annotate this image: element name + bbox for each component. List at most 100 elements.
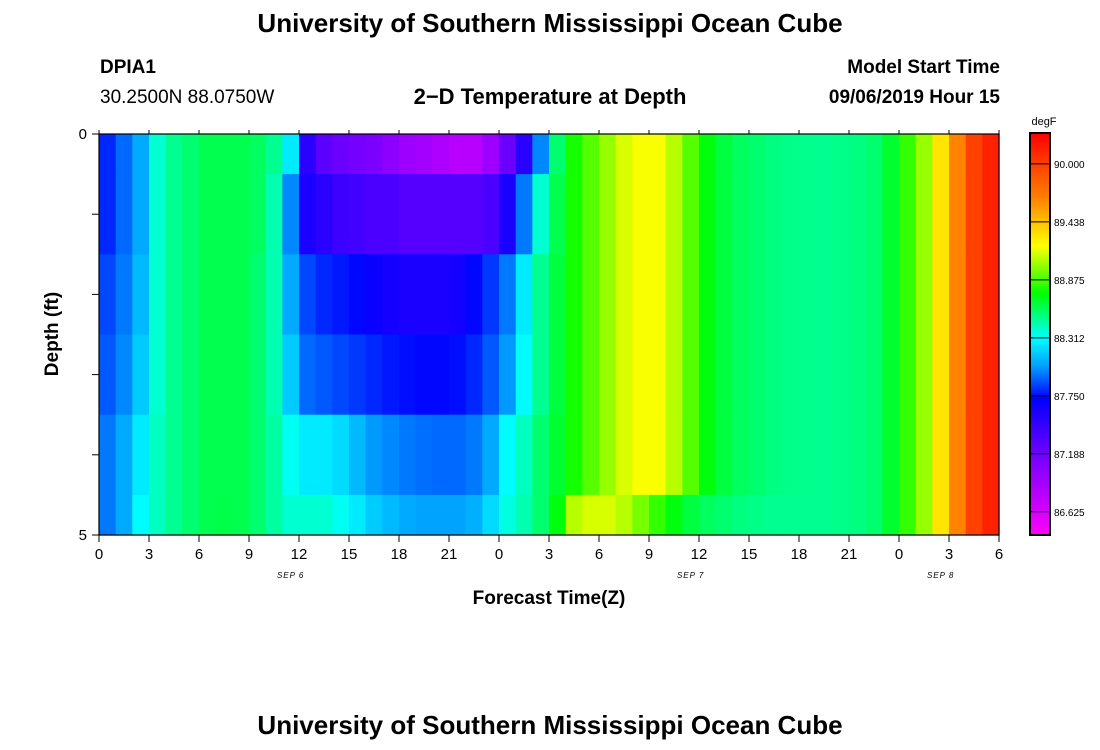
heatmap-cell (399, 134, 417, 175)
heatmap-cell (482, 174, 500, 255)
colorbar-tick-label: 88.312 (1054, 334, 1085, 345)
heatmap-cell (132, 174, 150, 255)
heatmap-cell (549, 134, 567, 175)
heatmap-cell (549, 254, 567, 336)
colorbar-tick-label: 89.438 (1054, 218, 1085, 229)
heatmap-cell (749, 414, 767, 496)
heatmap-cell (365, 414, 383, 496)
heatmap-cell (632, 254, 650, 336)
heatmap-cell (815, 494, 833, 536)
heatmap-cell (682, 174, 700, 255)
heatmap-cell (382, 334, 400, 416)
heatmap-cell (132, 494, 150, 536)
heatmap-cell (215, 134, 233, 175)
heatmap-cell (599, 494, 617, 536)
heatmap-cell (615, 174, 633, 255)
heatmap-cell (565, 334, 583, 416)
heatmap-cell (582, 134, 600, 175)
heatmap-cell (315, 494, 333, 536)
heatmap-cell (432, 414, 450, 496)
heatmap-cell (649, 494, 667, 536)
heatmap-cell (415, 254, 433, 336)
heatmap-cell (132, 254, 150, 336)
heatmap-cell (832, 174, 850, 255)
heatmap-cell (365, 334, 383, 416)
heatmap-cell (199, 174, 217, 255)
heatmap-cell (165, 254, 183, 336)
heatmap-cell (649, 134, 667, 175)
heatmap-cell (782, 174, 800, 255)
x-axis-label: Forecast Time(Z) (473, 588, 626, 609)
heatmap-cell (382, 494, 400, 536)
heatmap-cell (899, 134, 917, 175)
heatmap-cell (249, 254, 267, 336)
y-axis-label: Depth (ft) (42, 292, 63, 376)
heatmap-cell (365, 254, 383, 336)
y-tick-label: 5 (79, 527, 87, 544)
heatmap-cell (165, 494, 183, 536)
heatmap-cell (865, 174, 883, 255)
heatmap-cell (782, 334, 800, 416)
x-tick-label: 6 (595, 546, 603, 563)
heatmap-cell (415, 134, 433, 175)
heatmap-cell (699, 174, 717, 255)
heatmap-cell (699, 254, 717, 336)
heatmap-cell (499, 134, 517, 175)
x-tick-label: 6 (195, 546, 203, 563)
heatmap-cell (882, 254, 900, 336)
heatmap-cell (699, 134, 717, 175)
heatmap-cell (732, 254, 750, 336)
heatmap-cell (415, 494, 433, 536)
heatmap-cell (315, 334, 333, 416)
heatmap-cell (865, 414, 883, 496)
date-label: SEP 6 (277, 571, 304, 580)
heatmap-cell (265, 414, 283, 496)
heatmap-cell (532, 494, 550, 536)
heatmap-cell (382, 254, 400, 336)
station-coords: 30.2500N 88.0750W (100, 87, 275, 108)
heatmap-cell (249, 134, 267, 175)
heatmap-cell (165, 174, 183, 255)
heatmap-cell (932, 254, 950, 336)
heatmap-cell (482, 334, 500, 416)
heatmap-cell (399, 334, 417, 416)
heatmap-cell (199, 254, 217, 336)
heatmap-cell (965, 494, 983, 536)
heatmap-cell (199, 414, 217, 496)
heatmap-cell (682, 414, 700, 496)
colorbar-tick-label: 90.000 (1054, 160, 1085, 171)
heatmap-cell (482, 494, 500, 536)
heatmap-cell (432, 254, 450, 336)
heatmap-cell (565, 494, 583, 536)
heatmap-cell (115, 334, 133, 416)
heatmap-cell (515, 494, 533, 536)
heatmap-cell (282, 414, 300, 496)
x-tick-label: 3 (145, 546, 153, 563)
heatmap-cell (982, 174, 1000, 255)
heatmap-cell (582, 414, 600, 496)
heatmap-cell (882, 174, 900, 255)
heatmap-cell (782, 134, 800, 175)
heatmap-cell (399, 174, 417, 255)
heatmap-cell (699, 334, 717, 416)
heatmap-cell (632, 494, 650, 536)
heatmap-cell (865, 494, 883, 536)
model-start-label: Model Start Time (847, 57, 1000, 78)
heatmap-cell (265, 134, 283, 175)
heatmap-cell (799, 334, 817, 416)
heatmap-cell (115, 174, 133, 255)
heatmap-cell (949, 414, 967, 496)
heatmap-cell (399, 494, 417, 536)
heatmap-cell (115, 134, 133, 175)
heatmap-cell (849, 494, 867, 536)
heatmap-cell (815, 134, 833, 175)
heatmap-cell (549, 334, 567, 416)
x-tick-label: 15 (341, 546, 358, 563)
heatmap-cell (715, 414, 733, 496)
heatmap-cell (665, 334, 683, 416)
heatmap-cell (532, 254, 550, 336)
heatmap-cell (449, 254, 467, 336)
heatmap-cell (599, 174, 617, 255)
heatmap-cell (632, 334, 650, 416)
